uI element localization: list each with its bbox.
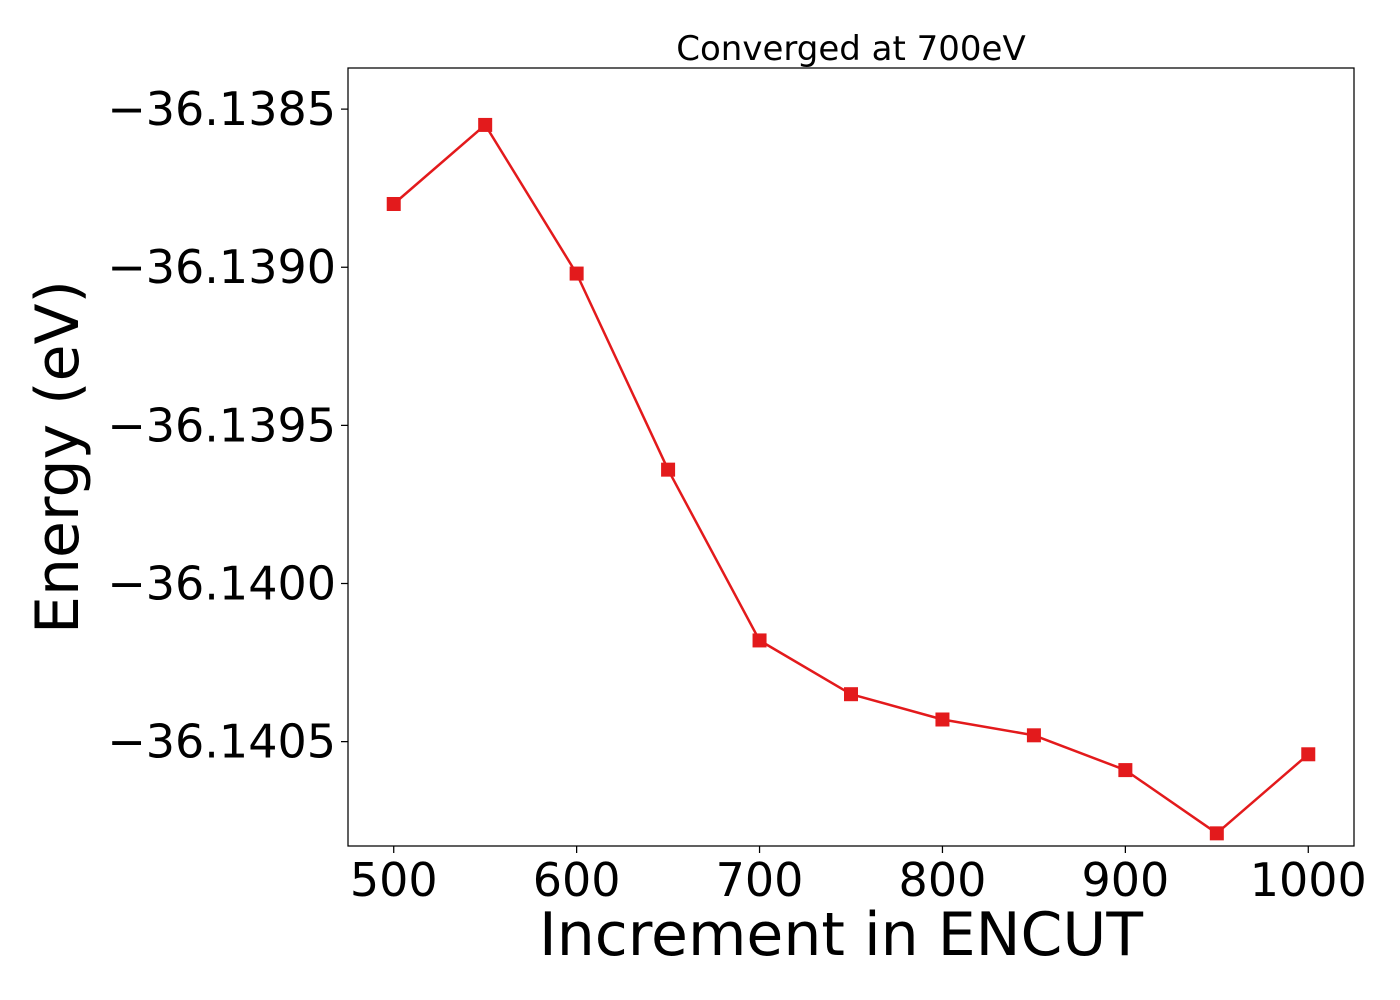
data-point-marker (478, 117, 493, 132)
x-tick-label: 800 (899, 853, 987, 907)
series-line (392, 123, 1310, 835)
series-layer (386, 117, 1316, 841)
chart-title: Converged at 700eV (676, 29, 1025, 69)
y-tick-label: −36.1400 (107, 557, 336, 611)
data-point-marker (1301, 747, 1316, 762)
y-tick-label: −36.1405 (107, 715, 336, 769)
data-point-marker (1118, 763, 1133, 778)
x-axis-ticks: 500 600 700 800 900 1000 (350, 846, 1367, 907)
x-tick-label: 500 (350, 853, 438, 907)
data-point-marker (844, 687, 858, 702)
data-point-marker (386, 196, 401, 211)
data-point-marker (935, 712, 950, 727)
plot-frame (347, 67, 1355, 847)
data-point-marker (1209, 826, 1224, 841)
y-axis-label: Energy (eV) (23, 280, 93, 634)
y-axis-ticks: −36.1385 −36.1390 −36.1395 −36.1400 −36.1405 (107, 82, 348, 769)
y-tick-label: −36.1395 (107, 398, 336, 452)
y-tick-label: −36.1385 (107, 82, 336, 136)
data-point-marker (569, 266, 584, 281)
data-point-marker (752, 633, 767, 648)
x-tick-label: 900 (1081, 853, 1169, 907)
x-tick-label: 600 (533, 853, 621, 907)
x-tick-label: 1000 (1250, 853, 1367, 907)
y-tick-label: −36.1390 (107, 240, 336, 294)
x-tick-label: 700 (716, 853, 804, 907)
data-point-marker (1026, 728, 1041, 743)
x-axis-label: Increment in ENCUT (539, 900, 1143, 970)
data-point-marker (661, 462, 676, 477)
